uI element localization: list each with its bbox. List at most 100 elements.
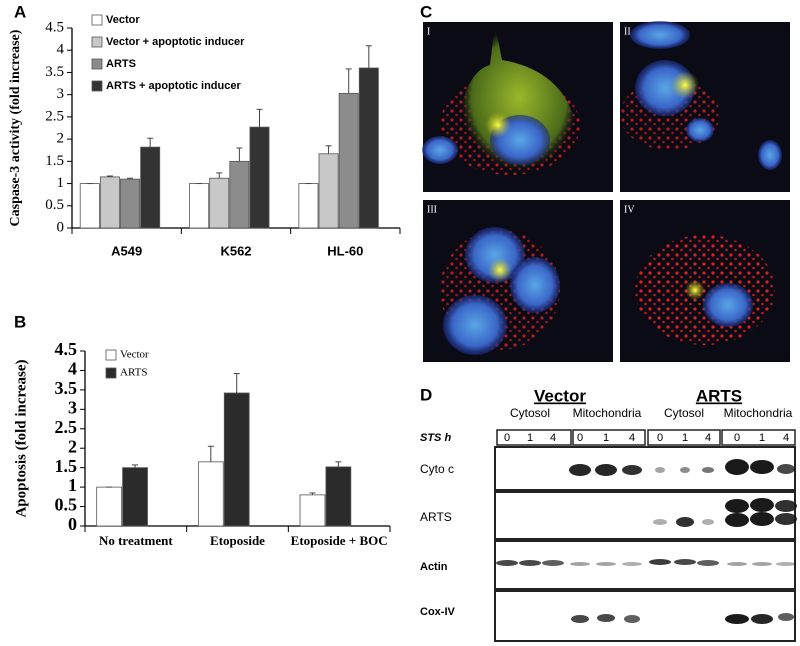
legend-swatch xyxy=(105,349,117,361)
error-bar xyxy=(147,137,154,148)
blot-band xyxy=(697,560,719,566)
error-bar xyxy=(127,177,134,180)
y-tick-label: 2 xyxy=(68,436,77,456)
blot-band xyxy=(725,459,749,475)
error-bar xyxy=(345,68,352,94)
bar xyxy=(122,467,148,527)
y-tick-label: 0.5 xyxy=(55,495,78,515)
bar xyxy=(140,146,161,229)
blot-band xyxy=(624,615,640,623)
timepoint: 0 xyxy=(657,432,663,444)
y-axis-label: Caspase-3 activity (fold increase) xyxy=(8,29,23,226)
y-tick-label: 3 xyxy=(68,397,77,417)
error-bar xyxy=(325,145,332,154)
panel-label: D xyxy=(420,385,432,404)
blot xyxy=(494,429,796,642)
legend-label: Vector + apoptotic inducer xyxy=(106,36,245,48)
legend-label: Vector xyxy=(120,349,149,361)
blot-band xyxy=(571,615,589,623)
panel-label: A xyxy=(14,2,26,21)
micrograph xyxy=(620,200,790,362)
bar xyxy=(298,183,319,229)
y-tick-label: 4 xyxy=(57,42,65,58)
bar xyxy=(318,153,339,229)
timepoint: 4 xyxy=(629,432,635,444)
blot-band xyxy=(596,562,616,566)
timepoint: 1 xyxy=(603,432,609,444)
blot-group: Vector xyxy=(534,386,586,405)
bar xyxy=(229,160,250,229)
y-tick-label: 2 xyxy=(57,131,65,147)
micrograph xyxy=(620,21,790,192)
time-label: STS h xyxy=(420,432,451,444)
blot-band xyxy=(570,562,590,566)
y-tick-label: 3.5 xyxy=(45,64,64,80)
micrograph-label: IV xyxy=(624,204,635,215)
bar xyxy=(120,178,141,229)
blot-band xyxy=(750,512,774,526)
timepoint: 4 xyxy=(783,432,789,444)
blot-band xyxy=(542,560,564,566)
blot-band xyxy=(702,467,714,473)
y-tick-label: 2.5 xyxy=(55,417,78,437)
blot-band xyxy=(775,500,797,512)
fraction-label: Mitochondria xyxy=(724,406,793,420)
error-bar xyxy=(216,172,223,179)
bar xyxy=(223,392,250,527)
error-bar xyxy=(309,492,316,495)
micrograph-label: I xyxy=(427,26,430,37)
x-tick-label: Etoposide + BOC xyxy=(291,533,388,548)
blot-band xyxy=(775,513,797,525)
timepoint: 1 xyxy=(527,432,533,444)
blot-band xyxy=(702,519,714,525)
y-tick-label: 4 xyxy=(68,359,77,379)
blot-row-label: Cox-IV xyxy=(420,606,456,618)
y-tick-label: 1.5 xyxy=(55,456,78,476)
blot-row-label: Cyto c xyxy=(420,462,454,476)
blot-band xyxy=(569,464,591,476)
bar xyxy=(358,67,379,229)
micrograph xyxy=(423,200,613,362)
blot-band xyxy=(777,464,795,474)
blot-band xyxy=(674,559,696,565)
fraction-label: Mitochondria xyxy=(573,406,642,420)
legend-label: Vector xyxy=(106,14,140,26)
error-bar xyxy=(256,108,263,128)
blot-group: ARTS xyxy=(696,386,742,405)
y-tick-label: 2.5 xyxy=(45,108,64,124)
legend-swatch xyxy=(91,80,103,92)
blot-band xyxy=(750,498,774,512)
x-tick-label: Etoposide xyxy=(210,533,265,548)
y-tick-label: 0.5 xyxy=(45,197,64,213)
blot-band xyxy=(725,614,749,624)
y-tick-label: 1 xyxy=(57,175,65,191)
blot-band xyxy=(752,562,772,566)
fraction-label: Cytosol xyxy=(510,406,550,420)
y-tick-label: 3 xyxy=(57,86,65,102)
blot-band xyxy=(725,513,749,527)
blot-band xyxy=(655,467,665,473)
legend-label: ARTS + apoptotic inducer xyxy=(106,80,241,92)
error-bar xyxy=(106,175,113,177)
bar xyxy=(299,494,326,527)
micrograph xyxy=(422,22,613,192)
y-tick-label: 4.5 xyxy=(45,19,64,35)
y-axis-label: Apoptosis (fold increase) xyxy=(13,359,29,517)
blot-band xyxy=(778,613,794,621)
blot-band xyxy=(622,465,642,475)
bar xyxy=(197,461,224,527)
legend-swatch xyxy=(91,58,103,70)
blot-band xyxy=(751,614,773,624)
x-tick-label: HL-60 xyxy=(327,243,363,258)
error-bar xyxy=(365,45,372,68)
timepoint: 0 xyxy=(734,432,740,444)
blot-band xyxy=(496,560,518,566)
y-tick-label: 1 xyxy=(68,475,77,495)
blot-row-label: Actin xyxy=(420,561,448,573)
timepoint: 4 xyxy=(705,432,711,444)
micrograph-label: III xyxy=(427,204,437,215)
bar xyxy=(96,486,122,527)
blot-band xyxy=(649,559,671,565)
legend-swatch xyxy=(91,36,103,48)
